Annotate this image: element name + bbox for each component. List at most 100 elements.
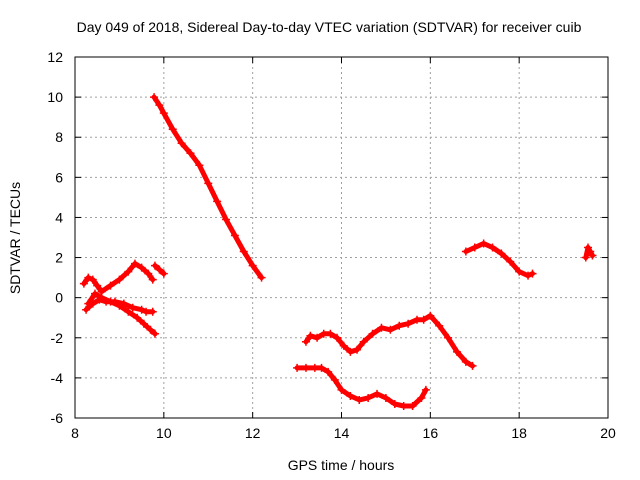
series-trace [463,241,535,279]
data-point [79,279,88,288]
data-point [93,281,102,290]
data-point [204,179,213,188]
y-axis-label: SDTVAR / TECUs [7,182,23,294]
y-tick-label: 4 [55,209,63,225]
data-point [130,259,139,268]
data-point [313,333,322,342]
y-tick-label: 0 [55,290,63,306]
y-tick-label: -6 [51,410,64,426]
data-point [339,341,348,350]
series-trace [85,291,158,337]
data-point [461,357,470,366]
data-point [524,271,533,280]
y-tick-label: -4 [51,370,64,386]
series-arc-9 [581,243,597,262]
data-point [186,149,195,158]
x-tick-label: 12 [245,425,261,441]
data-point [353,345,362,354]
x-tick-label: 16 [423,425,439,441]
data-point [155,101,164,110]
data-point [195,161,204,170]
data-point [97,293,106,302]
data-point [584,243,593,252]
data-point [213,197,222,206]
data-point [468,361,477,370]
data-point [515,267,524,276]
series-arc-8 [461,239,537,280]
data-point [417,393,426,402]
y-tick-label: 6 [55,169,63,185]
data-point [124,267,133,276]
data-point [230,231,239,240]
data-point [106,281,115,290]
series-arc-6 [293,363,430,410]
series-layer [79,93,597,410]
x-tick-label: 20 [600,425,616,441]
data-point [177,139,186,148]
data-point [444,333,453,342]
data-point [148,307,157,316]
data-point [421,385,430,394]
data-point [317,363,326,372]
data-point [488,243,497,252]
series-arc-1 [79,259,157,296]
series-arc-5 [150,93,266,282]
data-point [324,367,333,376]
data-point [390,399,399,408]
y-tick-label: 2 [55,250,63,266]
data-point [470,243,479,252]
series-trace [151,94,264,281]
x-tick-label: 18 [511,425,527,441]
data-point [346,347,355,356]
data-point [148,275,157,284]
series-arc-3 [84,289,159,338]
data-point [82,305,91,314]
data-point [399,401,408,410]
data-point [84,299,93,308]
series-trace [583,245,595,261]
data-point [404,319,413,328]
y-tick-label: 12 [47,49,63,65]
data-point [588,251,597,260]
data-point [159,269,168,278]
data-point [426,311,435,320]
x-axis-label: GPS time / hours [288,457,395,473]
data-point [90,289,99,298]
data-point [359,337,368,346]
data-point [150,93,159,102]
data-point [381,393,390,402]
data-point [330,375,339,384]
data-point [461,247,470,256]
data-point [435,321,444,330]
data-point [301,363,310,372]
data-point [306,331,315,340]
data-point [364,393,373,402]
data-point [257,273,266,282]
data-point [137,263,146,272]
data-point [248,261,257,270]
data-point [150,261,159,270]
chart-title: Day 049 of 2018, Sidereal Day-to-day VTE… [77,19,582,35]
x-tick-label: 14 [334,425,350,441]
data-point [581,253,590,262]
data-point [139,319,148,328]
x-tick-label: 10 [156,425,172,441]
x-tick-label: 8 [71,425,79,441]
series-arc-4 [150,261,168,278]
data-point [408,401,417,410]
data-point [84,273,93,282]
data-point [159,109,168,118]
data-point [144,269,153,278]
y-tick-label: -2 [51,330,64,346]
data-point [301,337,310,346]
data-point [497,249,506,258]
data-point [337,385,346,394]
data-point [146,325,155,334]
data-point [115,275,124,284]
data-point [326,329,335,338]
data-point [373,389,382,398]
data-point [377,323,386,332]
data-point [452,347,461,356]
